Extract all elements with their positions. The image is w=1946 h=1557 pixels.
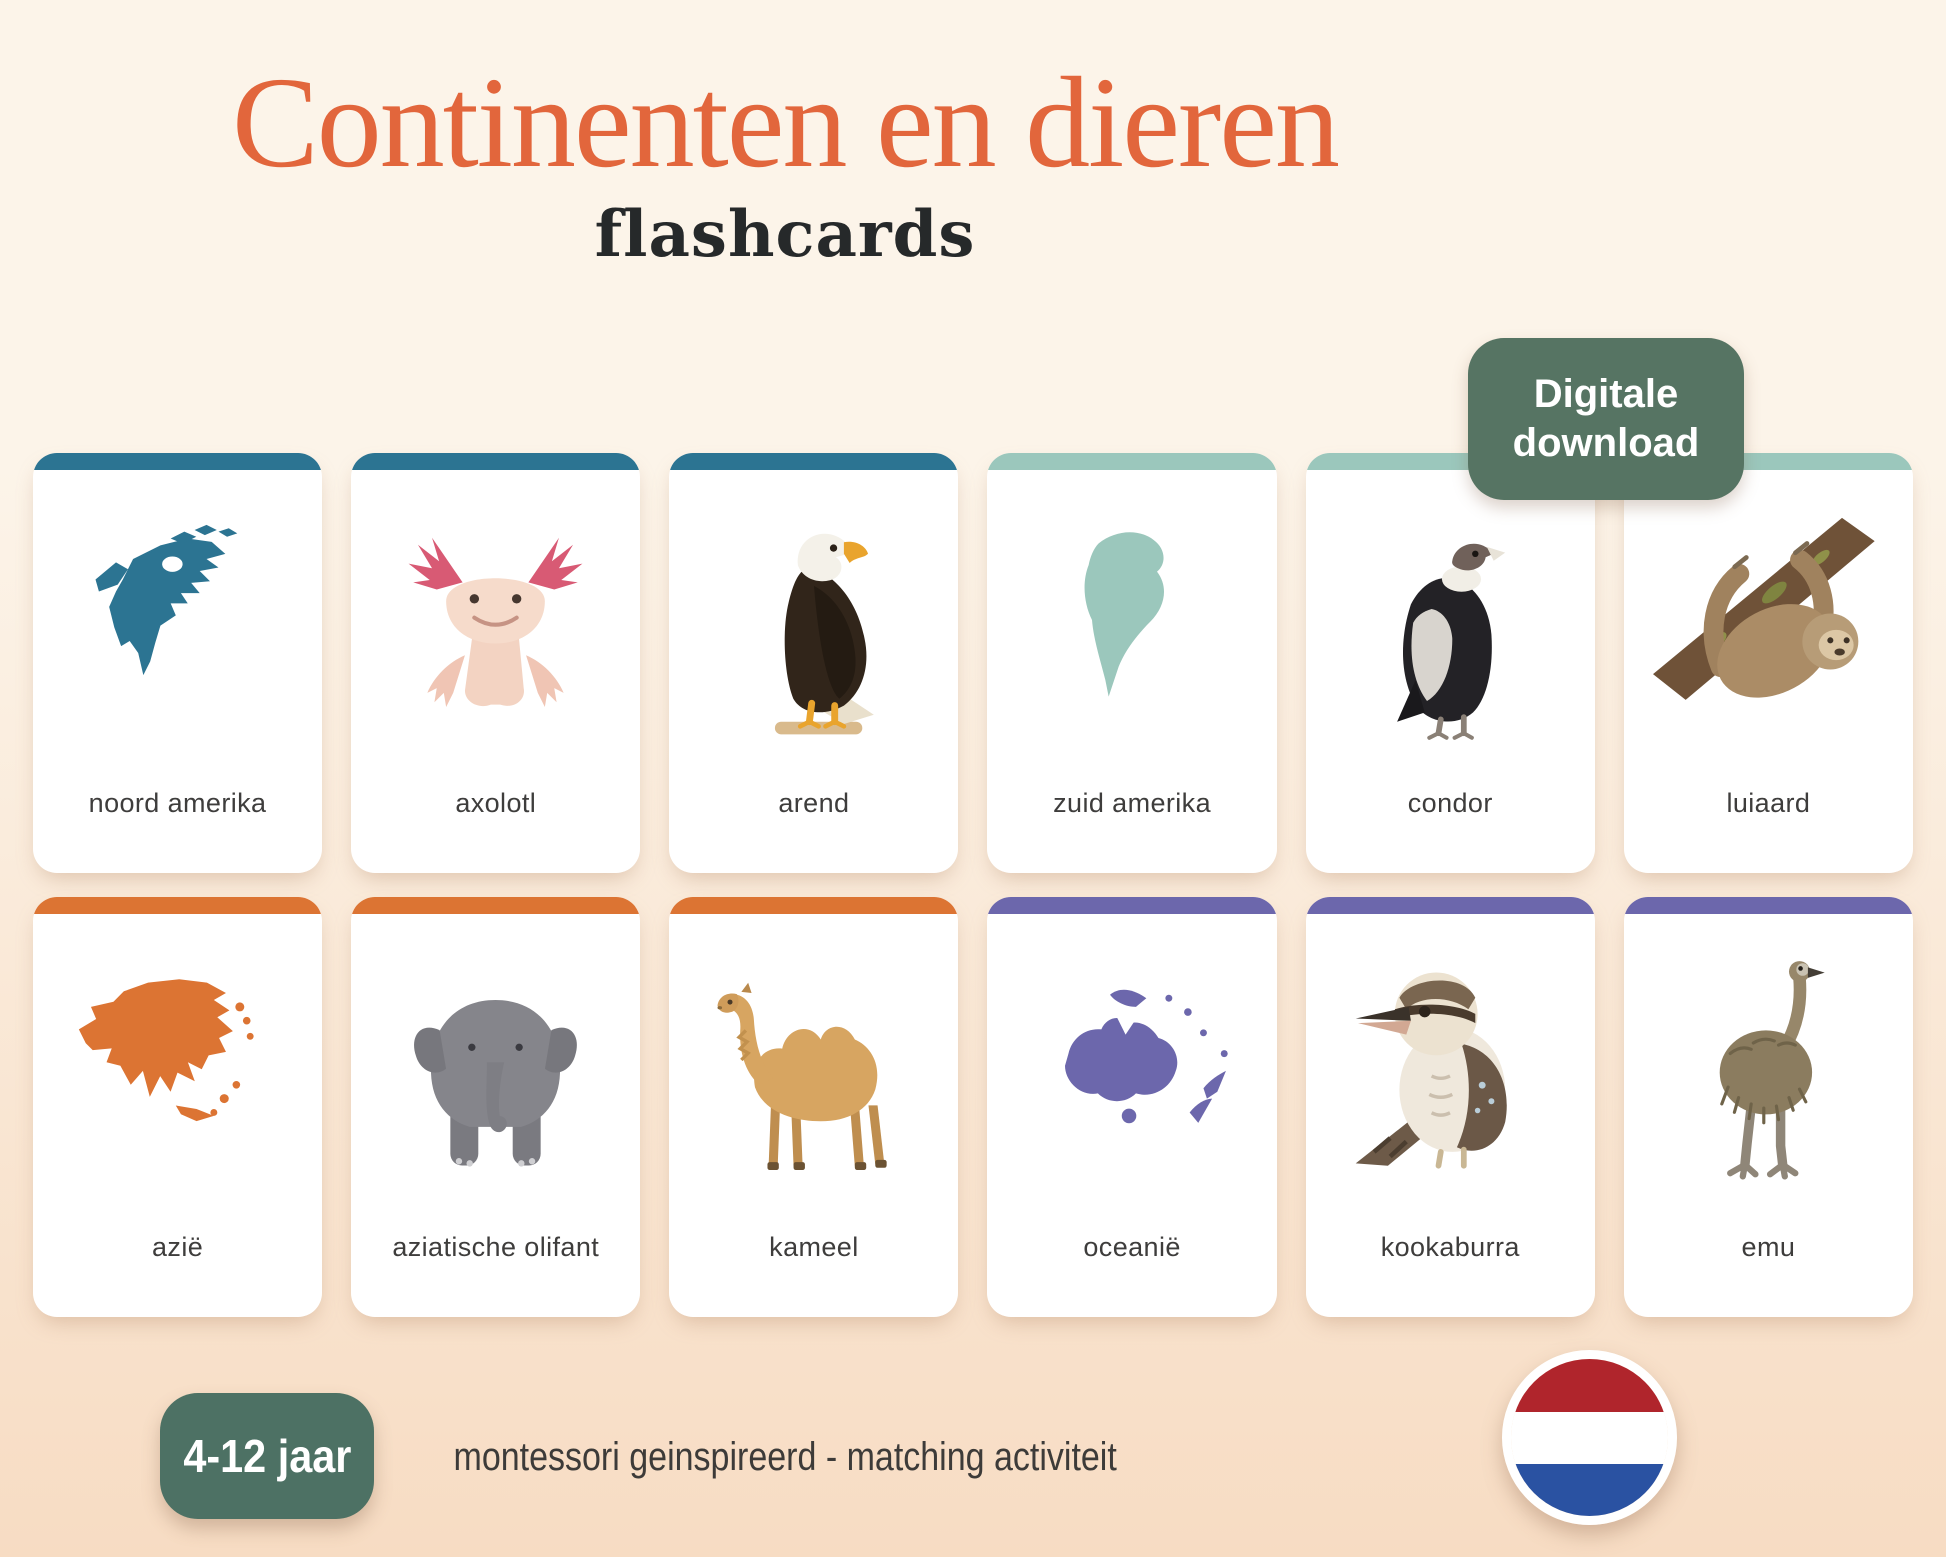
emu-icon [1624,914,1913,1214]
flashcard-azie: azië [33,897,323,1317]
asia-map-icon [33,914,322,1214]
page-subtitle: flashcards [594,197,976,272]
card-accent-bar [1305,897,1595,914]
axolotl-icon [351,470,640,770]
flashcard-kookaburra: kookaburra [1305,897,1595,1317]
asian-elephant-icon [351,914,640,1214]
card-label: noord amerika [88,787,267,818]
flashcard-luiaard: luiaard [1623,453,1913,873]
hero-header: Continenten en dieren flashcards [0,0,1570,273]
flashcard-aziatische-olifant: aziatische olifant [351,897,641,1317]
north-america-map-icon [33,470,322,770]
digital-download-line2: download [1512,421,1700,465]
card-label: arend [778,787,850,818]
card-label: emu [1741,1231,1796,1262]
kookaburra-icon [1306,914,1595,1214]
card-label: azië [152,1231,204,1262]
flashcard-oceanie: oceanië [987,897,1277,1317]
card-accent-bar [351,897,641,914]
card-accent-bar [987,897,1277,914]
age-range-label: 4-12 jaar [182,1430,352,1482]
card-accent-bar [1623,897,1913,914]
card-accent-bar [351,453,641,470]
card-accent-bar [33,897,323,914]
tagline: montessori geinspireerd - matching activ… [0,1432,1570,1482]
sloth-icon [1624,470,1913,770]
flashcard-zuid-amerika: zuid amerika [987,453,1277,873]
bald-eagle-icon [669,470,958,770]
age-range-badge: 4-12 jaar [160,1393,374,1519]
page-title: Continenten en dieren [232,51,1340,195]
flashcard-axolotl: axolotl [351,453,641,873]
camel-icon [669,914,958,1214]
card-label: luiaard [1726,787,1811,818]
tagline-text: montessori geinspireerd - matching activ… [453,1435,1117,1479]
flag-stripe-blue [1511,1464,1668,1516]
card-label: condor [1407,787,1493,818]
card-accent-bar [669,453,959,470]
flashcard-kameel: kameel [669,897,959,1317]
flashcard-noord-amerika: noord amerika [33,453,323,873]
oceania-map-icon [987,914,1276,1214]
flashcard-condor: condor [1305,453,1595,873]
south-america-map-icon [987,470,1276,770]
card-label: kameel [769,1231,859,1262]
card-label: oceanië [1083,1231,1181,1262]
digital-download-line1: Digitale [1533,372,1679,417]
flashcard-arend: arend [669,453,959,873]
condor-icon [1306,470,1595,770]
netherlands-flag-icon [1502,1350,1677,1525]
card-label: axolotl [455,787,537,818]
flashcard-emu: emu [1623,897,1913,1317]
flag-stripe-white [1511,1412,1668,1465]
flashcards-grid: noord amerika axolotl [33,453,1913,1317]
card-label: aziatische olifant [392,1231,600,1262]
flag-stripe-red [1511,1359,1668,1413]
card-label: kookaburra [1380,1231,1520,1262]
card-label: zuid amerika [1053,787,1211,818]
card-accent-bar [669,897,959,914]
card-accent-bar [33,453,323,470]
card-accent-bar [987,453,1277,470]
digital-download-badge: Digitale download [1468,338,1744,500]
